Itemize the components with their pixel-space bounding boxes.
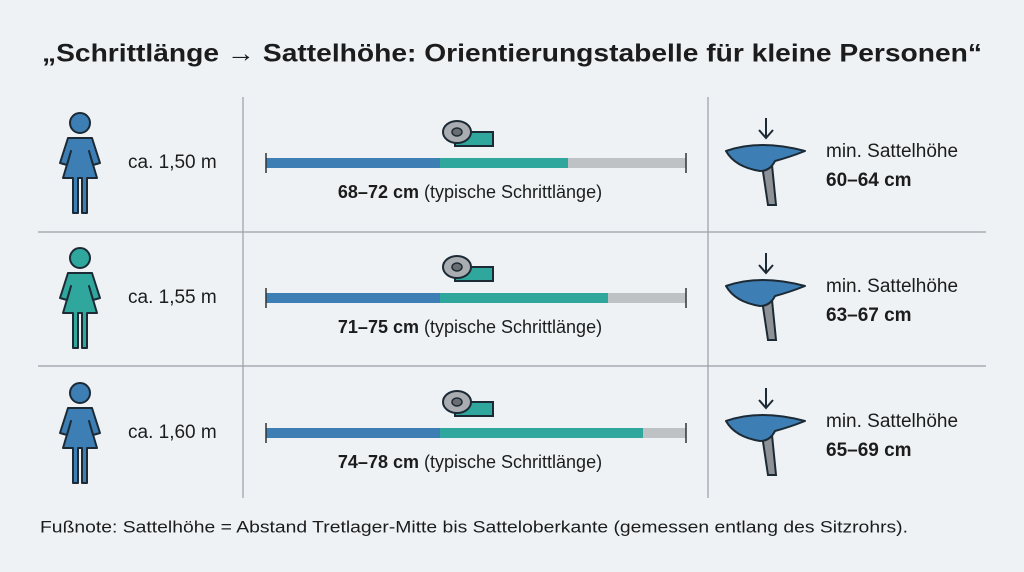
height-label: ca. 1,50 m — [128, 152, 217, 173]
row: ca. 1,55 m 71–75 cm (typische Schrittläng… — [59, 247, 958, 349]
bar-blue — [266, 428, 440, 438]
person-head — [69, 247, 91, 269]
crotch-text: 68–72 cm (typische Schrittlänge) — [338, 182, 602, 202]
saddle-label: min. Sattelhöhe — [826, 276, 958, 297]
bar-blue — [266, 293, 440, 303]
table-lines — [38, 97, 986, 498]
saddle — [725, 279, 806, 307]
crotch-note: (typische Schrittlänge) — [424, 452, 602, 472]
bar-teal — [440, 293, 608, 303]
crotch-range: 68–72 cm — [338, 182, 419, 202]
bar-teal — [440, 428, 643, 438]
person-body — [59, 137, 101, 214]
saddle-range: 60–64 cm — [826, 170, 912, 191]
bar-blue — [266, 158, 440, 168]
height-label: ca. 1,55 m — [128, 287, 217, 308]
crotch-range: 74–78 cm — [338, 452, 419, 472]
saddle-range: 65–69 cm — [826, 440, 912, 461]
row: ca. 1,60 m 74–78 cm (typische Schrittläng… — [59, 382, 958, 484]
crotch-text: 71–75 cm (typische Schrittlänge) — [338, 317, 602, 337]
footnote: Fußnote: Sattelhöhe = Abstand Tretlager-… — [40, 518, 908, 536]
person-head — [69, 112, 91, 134]
tape-roll-center — [451, 262, 463, 272]
saddle — [725, 144, 806, 172]
person-body — [59, 272, 101, 349]
arrow-head — [758, 129, 774, 140]
saddle — [725, 414, 806, 442]
tape-roll-center — [451, 397, 463, 407]
saddle-label: min. Sattelhöhe — [826, 411, 958, 432]
height-label: ca. 1,60 m — [128, 422, 217, 443]
person-body — [59, 407, 101, 484]
saddle-label: min. Sattelhöhe — [826, 141, 958, 162]
tape-roll-center — [451, 127, 463, 137]
saddle-range: 63–67 cm — [826, 305, 912, 326]
crotch-note: (typische Schrittlänge) — [424, 317, 602, 337]
bar-teal — [440, 158, 568, 168]
crotch-text: 74–78 cm (typische Schrittlänge) — [338, 452, 602, 472]
crotch-range: 71–75 cm — [338, 317, 419, 337]
person-head — [69, 382, 91, 404]
row: ca. 1,50 m 68–72 cm (typische Schrittläng… — [59, 112, 958, 214]
title: „Schrittlänge → Sattelhöhe: Orientierung… — [42, 40, 982, 68]
crotch-note: (typische Schrittlänge) — [424, 182, 602, 202]
arrow-head — [758, 264, 774, 275]
arrow-head — [758, 399, 774, 410]
